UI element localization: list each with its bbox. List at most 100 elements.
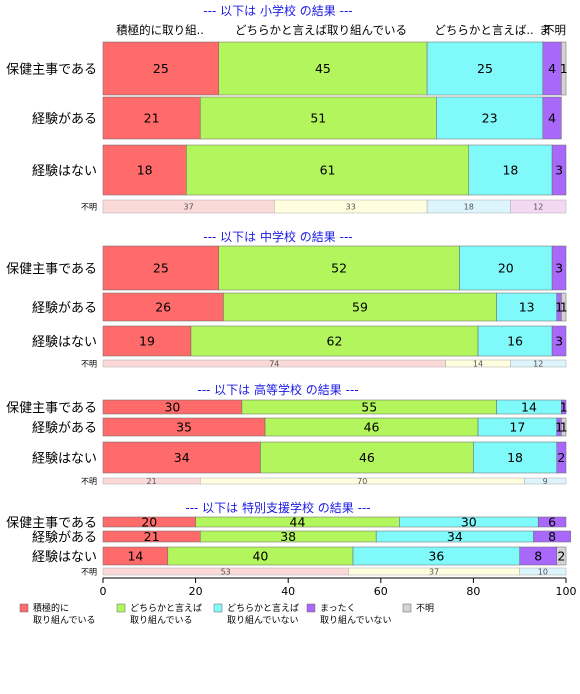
bar-label-1-1-2: 13: [519, 300, 535, 315]
bar-label-2-1-0: 35: [176, 420, 192, 435]
bar-label-1-2-2: 16: [507, 334, 523, 349]
unknown-bar-0-3: [510, 199, 567, 214]
bar-1-2-1: [190, 325, 479, 357]
unknown-bar-label-0-2: 18: [464, 203, 474, 212]
row-label-1-0: 保健主事である: [6, 262, 97, 277]
bar-label-2-2-1: 46: [359, 450, 375, 465]
bar-1-1-0: [102, 292, 224, 322]
bar-0-2-3: [551, 144, 567, 196]
bar-0-2-0: [102, 144, 187, 196]
row-label-3-2: 経験はない: [32, 550, 97, 565]
bar-1-0-3: [551, 245, 567, 291]
bar-label-0-1-2: 23: [482, 111, 498, 126]
unknown-row-label-1: 不明: [81, 360, 97, 369]
legend-label-2-1: 取り組んでいない: [227, 614, 299, 626]
unknown-bar-label-2-0: 21: [147, 477, 157, 486]
group-title-2: --- 以下は 高等学校 の結果 ---: [197, 382, 358, 397]
group-title-1: --- 以下は 中学校 の結果 ---: [203, 229, 352, 244]
row-label-3-0: 保健主事である: [6, 516, 97, 531]
bar-label-1-0-2: 20: [498, 261, 514, 276]
bar-label-1-1-1: 59: [352, 300, 368, 315]
bar-2-0-3: [561, 399, 567, 415]
column-header-0: 積極的に取り組..: [116, 23, 204, 37]
bar-label-1-2-3: 3: [555, 334, 563, 349]
row-label-1-1: 経験がある: [32, 301, 97, 316]
legend-label-4-0: 不明: [416, 603, 434, 614]
bar-label-0-0-3: 4: [548, 61, 556, 76]
bar-label-1-1-0: 26: [155, 300, 171, 315]
unknown-bar-label-3-0: 53: [221, 568, 231, 577]
bar-label-1-0-3: 3: [555, 261, 563, 276]
row-label-2-0: 保健主事である: [6, 401, 97, 416]
x-tick-label-0: 0: [100, 585, 107, 598]
bar-label-2-1-2: 17: [509, 420, 525, 435]
unknown-row-label-0: 不明: [81, 203, 97, 212]
bar-2-2-2: [473, 441, 557, 474]
bar-label-0-2-3: 3: [555, 163, 563, 178]
bar-2-2-1: [260, 441, 474, 474]
bar-label-2-1-3: 1: [555, 420, 563, 435]
bar-0-0-4: [561, 41, 567, 96]
bar-label-1-2-0: 19: [139, 334, 155, 349]
bar-0-0-1: [218, 41, 428, 96]
bar-label-0-1-1: 51: [310, 111, 326, 126]
unknown-bar-label-0-3: 12: [533, 203, 543, 212]
bar-label-3-2-4: 2: [557, 549, 565, 564]
bar-2-2-0: [102, 441, 261, 474]
bar-label-2-1-4: 1: [560, 420, 568, 435]
unknown-bar-label-2-2: 9: [543, 477, 548, 486]
unknown-bar-label-2-1: 70: [357, 477, 367, 486]
bar-3-1-3: [533, 530, 571, 543]
bar-label-3-1-0: 21: [144, 529, 160, 544]
bar-label-3-1-2: 34: [447, 529, 463, 544]
bar-label-3-0-1: 44: [290, 515, 306, 530]
column-header-1: どちらかと言えば取り組んでいる: [235, 23, 407, 37]
bar-label-2-2-2: 18: [507, 450, 523, 465]
bar-1-0-0: [102, 245, 219, 291]
bar-label-0-2-0: 18: [137, 163, 153, 178]
bar-label-3-2-3: 8: [534, 549, 542, 564]
bar-1-0-1: [218, 245, 460, 291]
bar-label-2-0-0: 30: [164, 400, 180, 415]
bar-1-1-2: [496, 292, 557, 322]
unknown-bar-label-3-2: 10: [538, 568, 548, 577]
bar-label-3-0-2: 30: [461, 515, 477, 530]
bar-label-3-1-1: 38: [280, 529, 296, 544]
bar-label-3-0-3: 6: [548, 515, 556, 530]
bar-0-0-0: [102, 41, 219, 96]
bar-label-0-2-2: 18: [502, 163, 518, 178]
unknown-bar-label-1-0: 74: [269, 360, 279, 369]
bar-label-1-1-3: 1: [555, 300, 563, 315]
bar-0-2-2: [468, 144, 553, 196]
bar-label-2-2-0: 34: [174, 450, 190, 465]
bar-3-2-4: [556, 546, 567, 566]
group-title-0: --- 以下は 小学校 の結果 ---: [203, 3, 352, 18]
bar-0-1-2: [436, 96, 544, 140]
bar-label-0-0-4: 1: [560, 61, 568, 76]
unknown-bar-1-2: [510, 359, 567, 368]
row-label-3-1: 経験がある: [32, 531, 97, 546]
legend-swatch-4: [402, 603, 412, 613]
legend-label-0-0: 積極的に: [33, 602, 69, 614]
x-tick-label-5: 100: [556, 585, 577, 598]
bar-label-0-2-1: 61: [320, 163, 336, 178]
unknown-row-label-2: 不明: [81, 477, 97, 486]
bar-label-2-0-3: 1: [560, 400, 568, 415]
legend-swatch-3: [306, 603, 316, 613]
bar-label-1-2-1: 62: [327, 334, 343, 349]
x-tick-label-3: 60: [374, 585, 388, 598]
bar-label-0-0-1: 45: [315, 61, 331, 76]
bar-label-2-0-1: 55: [361, 400, 377, 415]
row-label-1-2: 経験はない: [32, 335, 97, 350]
bar-2-1-4: [561, 417, 567, 437]
unknown-bar-label-3-1: 37: [429, 568, 439, 577]
unknown-bar-label-1-1: 14: [473, 360, 483, 369]
bar-0-1-0: [102, 96, 201, 140]
bar-label-0-1-0: 21: [144, 111, 160, 126]
unknown-bar-3-2: [519, 567, 567, 576]
bar-label-2-1-1: 46: [364, 420, 380, 435]
column-header-4: 不明: [543, 23, 566, 37]
group-title-3: --- 以下は 特別支援学校 の結果 ---: [185, 500, 370, 515]
bar-label-1-1-4: 1: [560, 300, 568, 315]
